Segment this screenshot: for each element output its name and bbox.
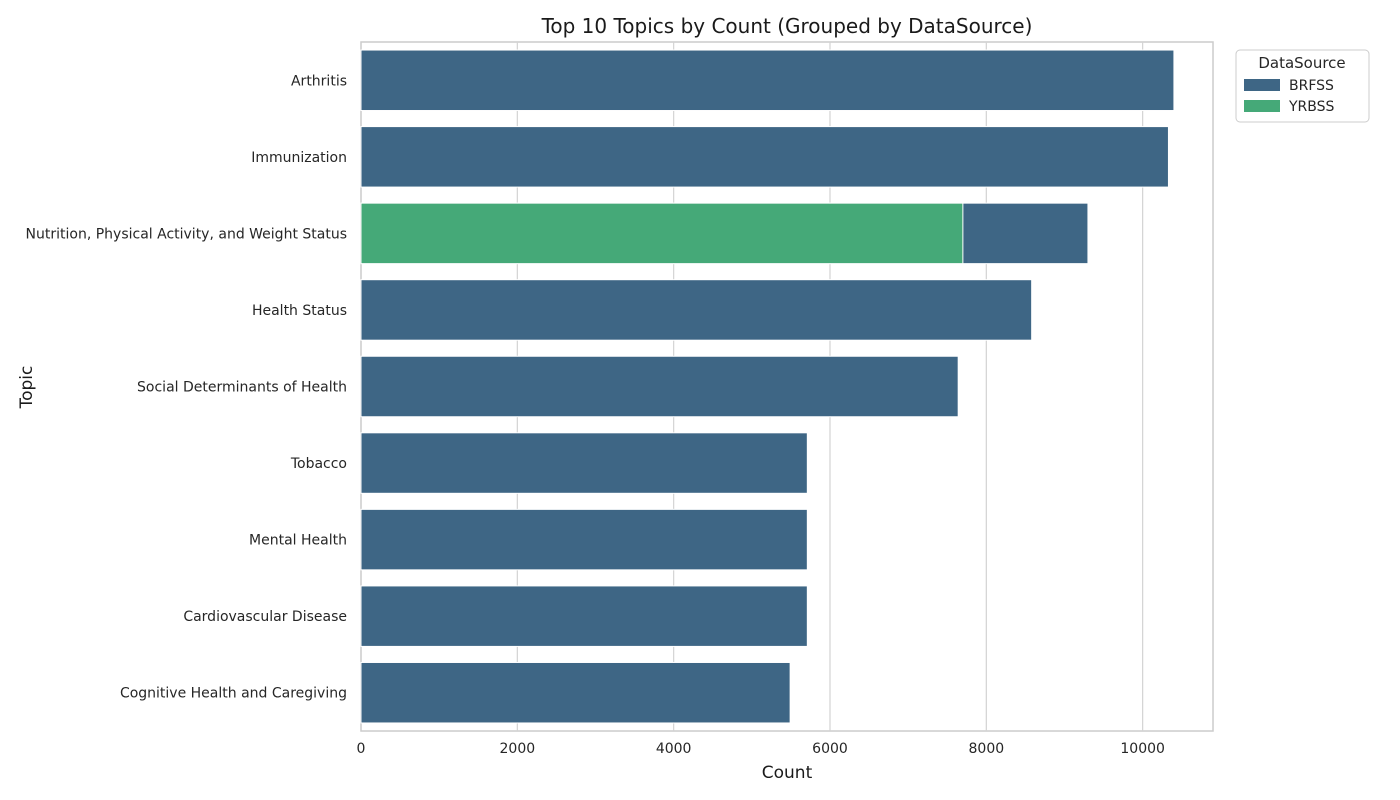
x-tick-label: 6000 bbox=[812, 741, 848, 757]
y-category-label: Immunization bbox=[251, 150, 347, 166]
x-tick-label: 8000 bbox=[969, 741, 1005, 757]
bar-brfss-3 bbox=[360, 279, 1033, 341]
y-category-label: Arthritis bbox=[291, 73, 347, 89]
legend-swatch-yrbss bbox=[1244, 100, 1280, 112]
y-category-label: Health Status bbox=[252, 303, 347, 319]
y-category-label: Social Determinants of Health bbox=[137, 380, 347, 396]
y-category-label: Tobacco bbox=[290, 456, 347, 472]
legend-label-yrbss: YRBSS bbox=[1288, 99, 1335, 115]
bars-group bbox=[360, 49, 1175, 724]
bar-brfss-4 bbox=[360, 355, 959, 418]
bar-brfss-5 bbox=[360, 432, 808, 494]
bar-brfss-8 bbox=[360, 661, 791, 724]
x-tick-label: 4000 bbox=[656, 741, 692, 757]
legend: DataSource BRFSS YRBSS bbox=[1235, 49, 1370, 123]
y-category-label: Cardiovascular Disease bbox=[183, 609, 347, 625]
bar-brfss-1 bbox=[360, 126, 1169, 188]
y-category-label: Cognitive Health and Caregiving bbox=[120, 686, 347, 702]
x-tick-label: 0 bbox=[357, 741, 366, 757]
y-category-label: Nutrition, Physical Activity, and Weight… bbox=[26, 226, 347, 242]
legend-swatch-brfss bbox=[1244, 79, 1280, 91]
legend-title: DataSource bbox=[1258, 54, 1345, 72]
x-tick-label: 2000 bbox=[500, 741, 536, 757]
x-tick-label: 10000 bbox=[1120, 741, 1165, 757]
bar-brfss-6 bbox=[360, 508, 808, 571]
y-category-label: Mental Health bbox=[249, 533, 347, 549]
y-axis-categories: Arthritis Immunization Nutrition, Physical… bbox=[26, 73, 347, 701]
legend-label-brfss: BRFSS bbox=[1289, 78, 1334, 94]
bar-brfss-0 bbox=[360, 49, 1175, 112]
y-axis-label: Topic bbox=[17, 366, 37, 410]
x-axis-ticks: 0 2000 4000 6000 8000 10000 bbox=[357, 741, 1165, 757]
chart-title: Top 10 Topics by Count (Grouped by DataS… bbox=[541, 14, 1033, 38]
bar-brfss-7 bbox=[360, 585, 808, 647]
x-axis-label: Count bbox=[762, 763, 813, 783]
bar-yrbss-2 bbox=[360, 202, 964, 265]
